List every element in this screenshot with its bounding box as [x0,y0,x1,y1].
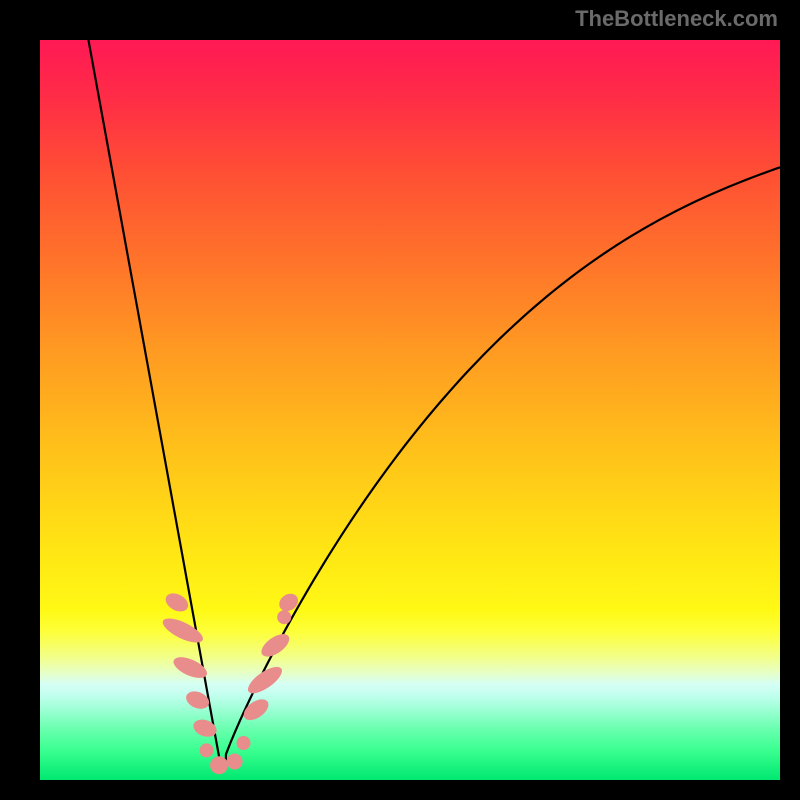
marker-6 [210,756,228,774]
bottleneck-chart [0,0,800,800]
marker-7 [227,754,243,770]
marker-8 [237,736,251,750]
gradient-background [40,40,780,780]
chart-root: TheBottleneck.com [0,0,800,800]
watermark-text: TheBottleneck.com [575,6,778,32]
marker-5 [200,743,214,757]
marker-12 [277,610,291,624]
plot-area [40,18,780,780]
